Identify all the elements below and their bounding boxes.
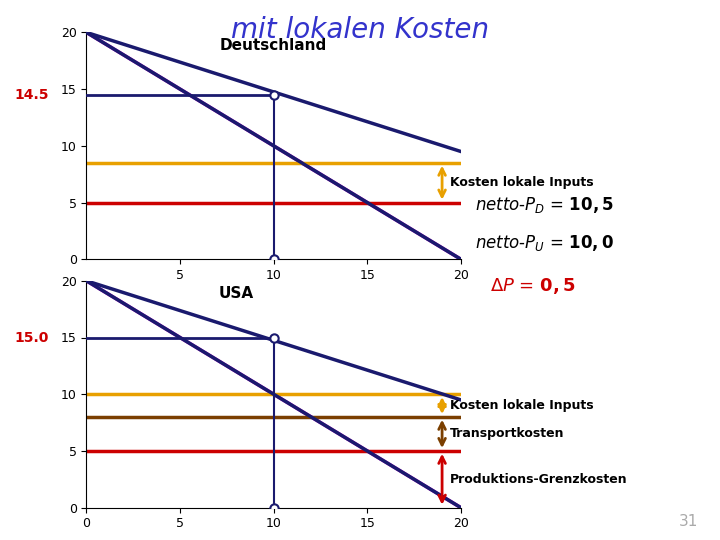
Text: 15.0: 15.0 <box>14 330 49 345</box>
Text: $\mathit{netto}$-$\mathit{P}_{D}$ = $\mathbf{10,5}$: $\mathit{netto}$-$\mathit{P}_{D}$ = $\ma… <box>475 195 614 215</box>
Text: $\mathit{\Delta P}$ = $\mathbf{0,5}$: $\mathit{\Delta P}$ = $\mathbf{0,5}$ <box>490 276 575 296</box>
Text: USA: USA <box>219 286 253 301</box>
Text: 14.5: 14.5 <box>14 88 49 102</box>
Text: mit lokalen Kosten: mit lokalen Kosten <box>231 16 489 44</box>
Text: Deutschland: Deutschland <box>220 38 327 53</box>
Text: Kosten lokale Inputs: Kosten lokale Inputs <box>449 176 593 189</box>
Text: 31: 31 <box>679 514 698 529</box>
Text: Transportkosten: Transportkosten <box>449 427 564 441</box>
Text: Kosten lokale Inputs: Kosten lokale Inputs <box>449 399 593 412</box>
Text: $\mathit{netto}$-$\mathit{P}_{U}$ = $\mathbf{10,0}$: $\mathit{netto}$-$\mathit{P}_{U}$ = $\ma… <box>475 233 614 253</box>
Text: Produktions-Grenzkosten: Produktions-Grenzkosten <box>449 472 627 486</box>
